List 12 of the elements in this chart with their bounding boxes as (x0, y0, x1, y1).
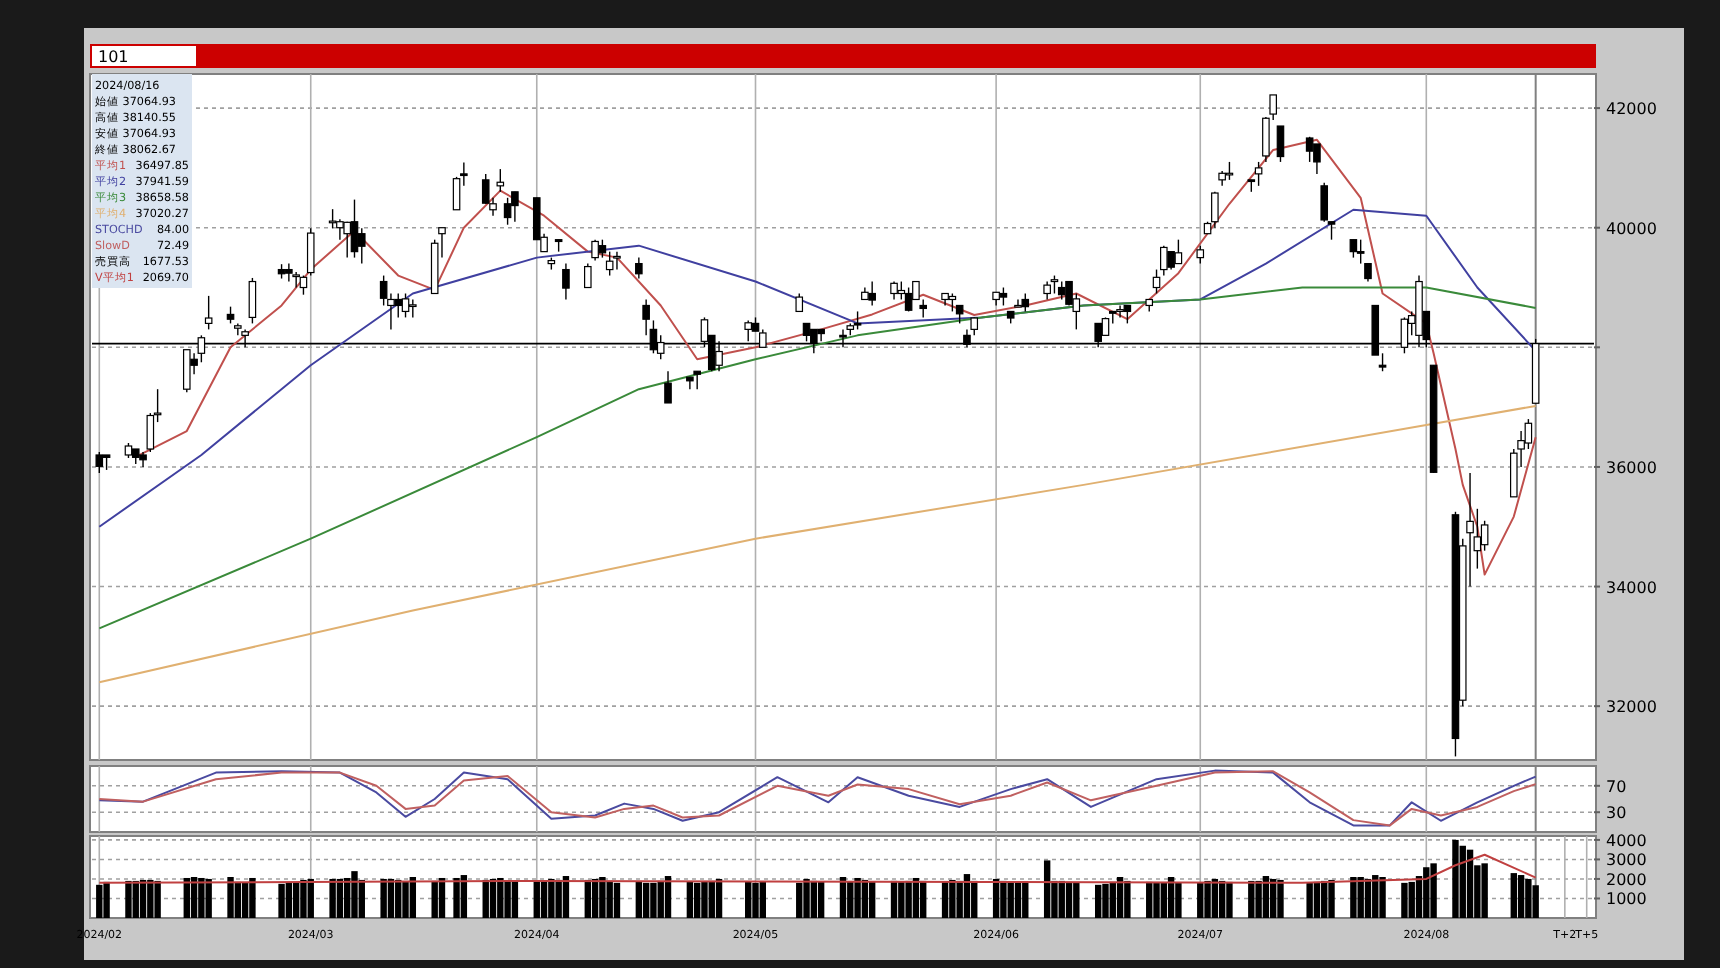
y-tick-label: 42000 (1606, 100, 1657, 119)
text: 101 (98, 48, 129, 66)
y-tick-label: 70 (1606, 777, 1627, 796)
y-tick-label: 30 (1606, 804, 1627, 823)
y-tick-label: 2000 (1606, 870, 1647, 889)
y-tick-label: 32000 (1606, 698, 1657, 717)
y-tick-label: 34000 (1606, 578, 1657, 597)
y-tick-label: 3000 (1606, 851, 1647, 870)
y-tick-label: 4000 (1606, 831, 1647, 850)
y-tick-label: 36000 (1606, 458, 1657, 477)
y-tick-label: 40000 (1606, 219, 1657, 238)
y-tick-label: 1000 (1606, 890, 1647, 909)
